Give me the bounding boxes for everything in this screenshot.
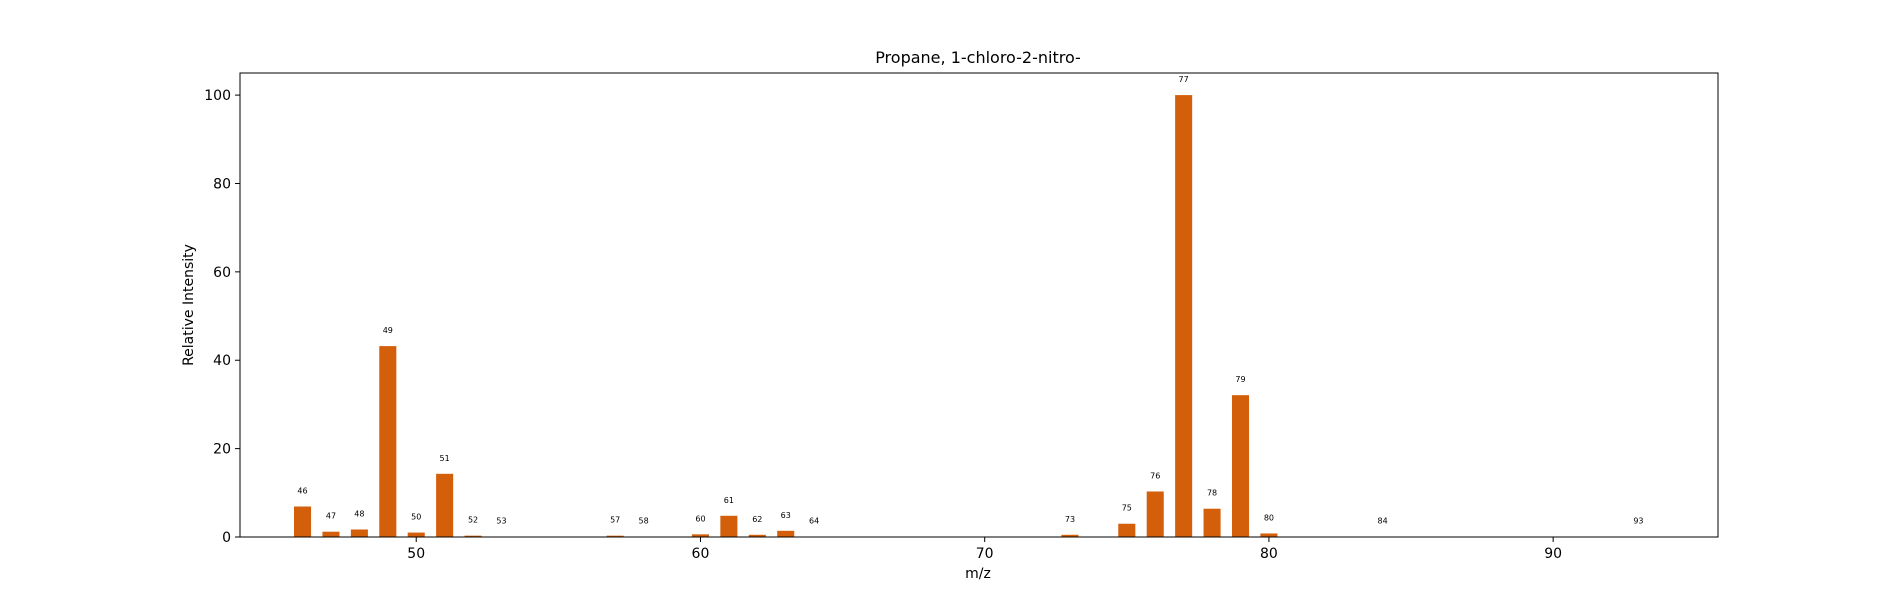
data-label-mz-77: 77 (1179, 75, 1189, 84)
data-label-mz-78: 78 (1207, 489, 1217, 498)
bar-mz-80 (1260, 533, 1277, 537)
data-label-mz-61: 61 (724, 496, 734, 505)
bar-mz-78 (1204, 509, 1221, 537)
bar-mz-63 (777, 531, 794, 537)
data-label-mz-60: 60 (695, 514, 705, 523)
bar-mz-49 (379, 346, 396, 537)
bar-mz-47 (322, 532, 339, 537)
data-label-mz-64: 64 (809, 517, 819, 526)
y-axis-ticks: 0 20 40 60 80 100 (204, 88, 240, 546)
data-label-mz-76: 76 (1150, 471, 1160, 480)
bar-mz-79 (1232, 395, 1249, 537)
data-label-mz-63: 63 (781, 511, 791, 520)
chart-title: Propane, 1-chloro-2-nitro- (875, 48, 1081, 67)
bar-mz-61 (720, 516, 737, 537)
data-label-mz-79: 79 (1235, 375, 1245, 384)
x-tick-label-60: 60 (692, 546, 710, 562)
data-label-mz-80: 80 (1264, 513, 1274, 522)
data-label-mz-75: 75 (1122, 504, 1132, 513)
data-label-mz-47: 47 (326, 512, 336, 521)
y-tick-label-100: 100 (204, 88, 231, 104)
bar-mz-50 (408, 533, 425, 537)
bar-mz-76 (1147, 491, 1164, 537)
y-axis-label: Relative Intensity (181, 244, 197, 366)
data-label-mz-50: 50 (411, 513, 421, 522)
y-tick-label-20: 20 (213, 442, 231, 458)
y-tick-label-60: 60 (213, 265, 231, 281)
data-label-mz-73: 73 (1065, 515, 1075, 524)
data-label-mz-51: 51 (440, 454, 450, 463)
bar-mz-46 (294, 507, 311, 537)
x-tick-label-80: 80 (1260, 546, 1278, 562)
data-label-mz-52: 52 (468, 516, 478, 525)
x-axis-label: m/z (965, 566, 991, 582)
data-label-mz-46: 46 (297, 487, 307, 496)
bar-mz-48 (351, 529, 368, 537)
y-tick-label-80: 80 (213, 176, 231, 192)
data-label-mz-58: 58 (639, 517, 649, 526)
data-label-mz-57: 57 (610, 516, 620, 525)
y-tick-label-0: 0 (222, 530, 231, 546)
bar-mz-75 (1118, 524, 1135, 537)
data-label-mz-93: 93 (1633, 517, 1643, 526)
x-tick-label-70: 70 (976, 546, 994, 562)
data-label-mz-48: 48 (354, 509, 364, 518)
data-label-mz-53: 53 (496, 517, 506, 526)
data-labels-layer: 46 47 48 49 50 51 52 53 57 58 60 61 62 63 64 73 75 76 77 78… (297, 75, 1643, 525)
x-tick-label-90: 90 (1544, 546, 1562, 562)
data-label-mz-49: 49 (383, 326, 393, 335)
plot-frame (240, 73, 1718, 537)
x-axis-ticks: 50 60 70 80 90 (407, 537, 1562, 562)
y-tick-label-40: 40 (213, 353, 231, 369)
data-label-mz-62: 62 (752, 515, 762, 524)
x-tick-label-50: 50 (407, 546, 425, 562)
data-label-mz-84: 84 (1378, 517, 1388, 526)
bar-mz-51 (436, 474, 453, 537)
bars-layer (294, 95, 1647, 537)
bar-mz-77 (1175, 95, 1192, 537)
